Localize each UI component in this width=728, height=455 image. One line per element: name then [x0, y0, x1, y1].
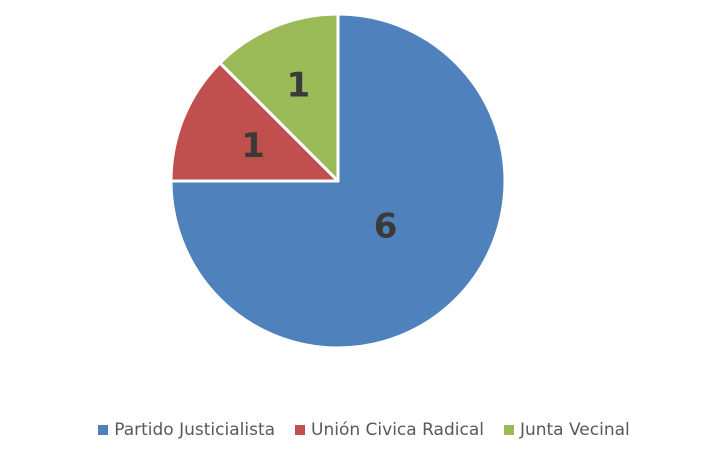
- pie-slice-junta-vecinal: [218, 12, 340, 183]
- legend-label-junta-vecinal: Junta Vecinal: [519, 420, 630, 440]
- legend-item-union-civica-radical: Unión Civica Radical: [295, 420, 484, 440]
- legend-item-junta-vecinal: Junta Vecinal: [503, 420, 630, 440]
- legend-swatch-junta-vecinal: [503, 425, 514, 435]
- pie-slice-union-civica-radical: [169, 61, 340, 183]
- legend: Partido Justicialista Unión Civica Radica…: [0, 412, 728, 448]
- legend-label-partido-justicialista: Partido Justicialista: [114, 420, 276, 440]
- data-label-partido-justicialista: 6: [374, 207, 398, 247]
- legend-item-partido-justicialista: Partido Justicialista: [98, 420, 275, 440]
- legend-swatch-union-civica-radical: [295, 425, 306, 435]
- legend-label-union-civica-radical: Unión Civica Radical: [311, 420, 484, 440]
- legend-swatch-partido-justicialista: [98, 425, 109, 435]
- data-label-junta-vecinal: 1: [287, 65, 311, 105]
- pie-slice-partido-justicialista: [169, 12, 507, 350]
- pie-plot-area: 6 11: [169, 12, 507, 350]
- data-label-union-civica-radical: 1: [241, 126, 265, 166]
